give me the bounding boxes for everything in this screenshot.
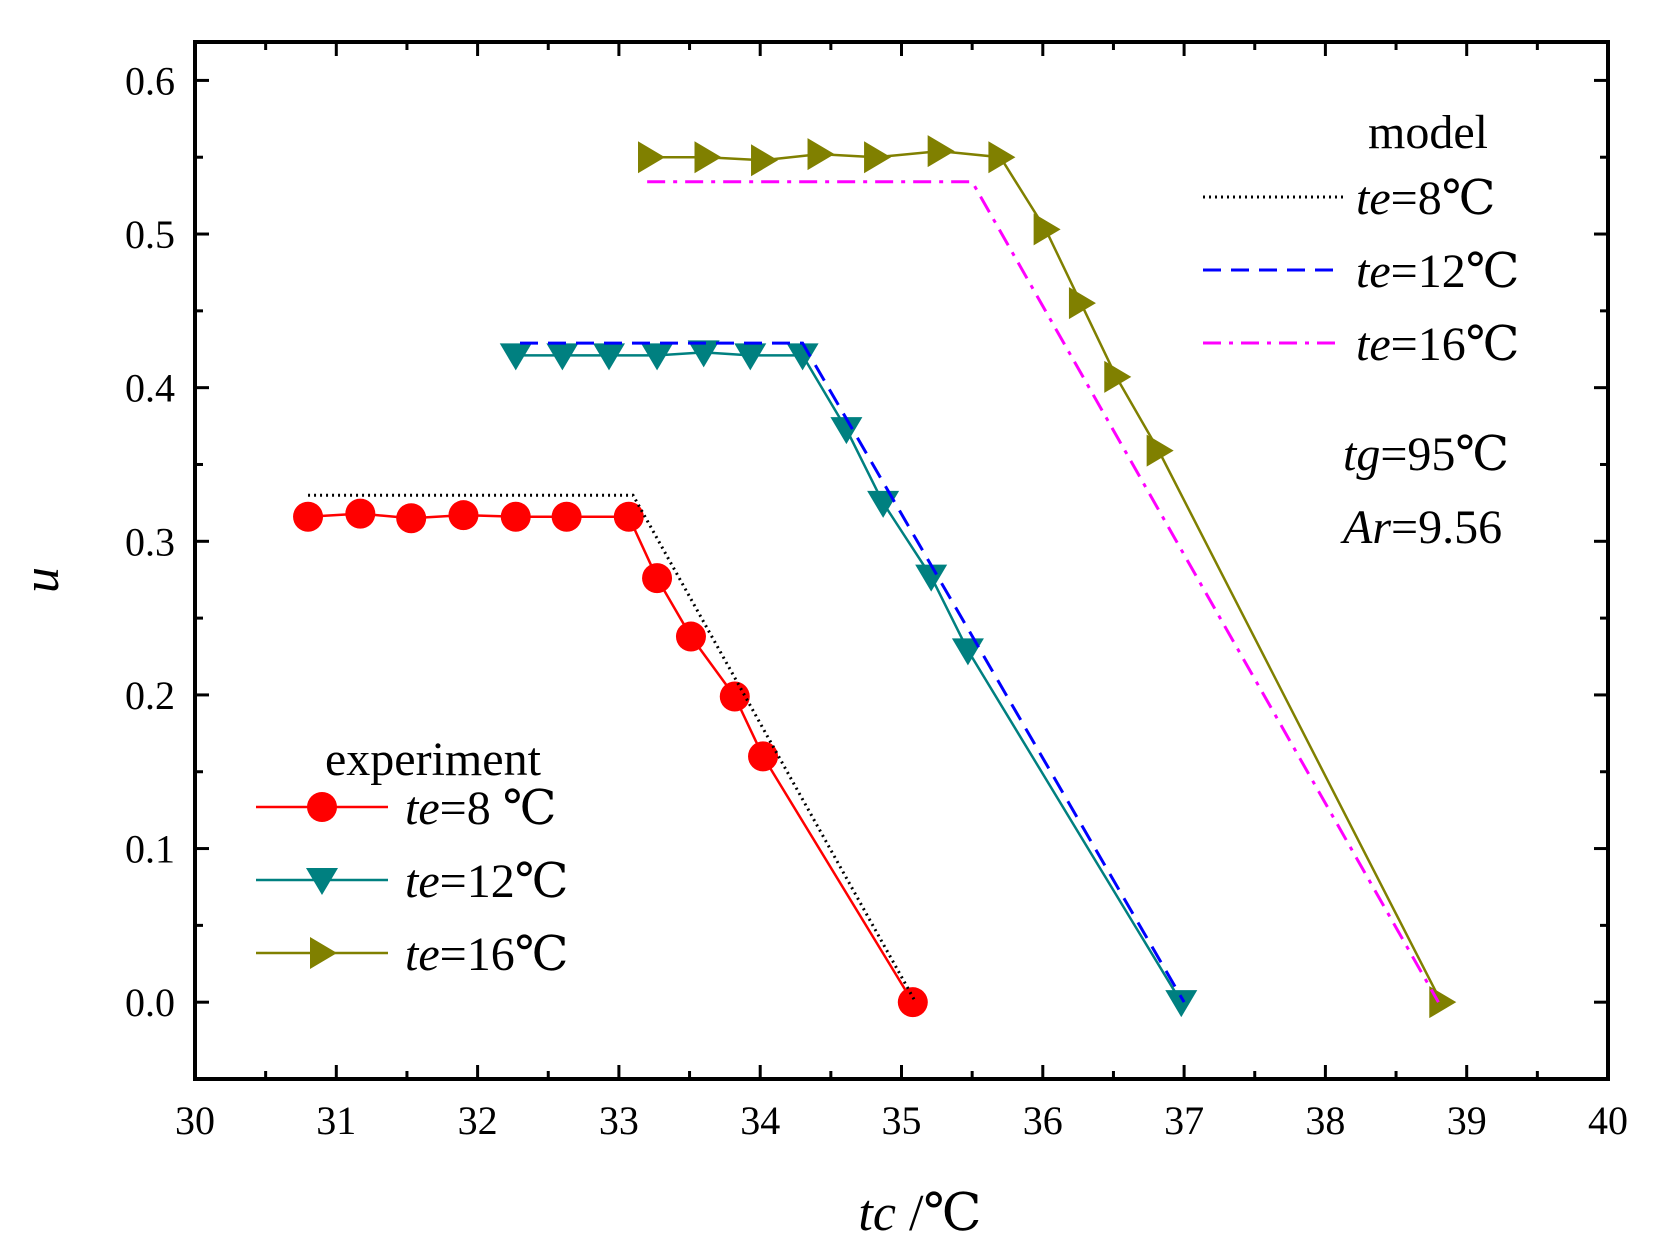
x-tick-label: 30 (175, 1098, 215, 1143)
data-point (864, 141, 892, 174)
y-tick-label: 0.1 (125, 827, 175, 872)
legend-label: te=16℃ (1356, 318, 1519, 371)
experiment-legend-entry: te=16℃ (256, 928, 568, 981)
experiment-legend-entry: te=8 ℃ (256, 782, 556, 835)
y-tick-label: 0.2 (125, 673, 175, 718)
model-legend-entry: te=16℃ (1203, 318, 1519, 371)
model-legend: model te=8℃ te=12℃ te=16℃ tg=95℃ Ar=9.56 (1203, 106, 1519, 554)
data-point (748, 741, 779, 772)
series-layer (293, 135, 1457, 1019)
x-tick-label: 39 (1447, 1098, 1487, 1143)
experiment-legend-title: experiment (325, 733, 542, 786)
data-point (751, 144, 779, 177)
data-point (867, 490, 900, 518)
series-line (647, 180, 1440, 1003)
experiment-series-2 (637, 135, 1457, 1019)
data-point (719, 681, 750, 712)
experiment-series-1 (499, 340, 1198, 1018)
data-point (951, 638, 984, 666)
series-line (649, 149, 1443, 1003)
experiment-series-0 (293, 498, 928, 1018)
legend-label: te=12℃ (1356, 245, 1519, 298)
x-tick-label: 35 (882, 1098, 922, 1143)
x-tick-label: 38 (1305, 1098, 1345, 1143)
data-point (641, 343, 674, 371)
data-point (988, 141, 1016, 174)
series-line (308, 493, 917, 1003)
annotation-tg: tg=95℃ (1343, 428, 1509, 481)
model-series-4 (519, 341, 1186, 1003)
y-axis-title: u (13, 567, 70, 593)
x-axis-title: tc /℃ (858, 1185, 981, 1242)
legend-marker (307, 792, 337, 822)
legend-label: te=8℃ (1356, 172, 1495, 225)
data-point (915, 564, 948, 592)
model-legend-entry: te=8℃ (1203, 172, 1495, 225)
y-tick-label: 0.4 (125, 366, 175, 411)
data-point (786, 343, 819, 371)
model-series-3 (308, 493, 917, 1003)
x-tick-label: 32 (458, 1098, 498, 1143)
data-point (1033, 213, 1061, 246)
data-point (1068, 287, 1096, 320)
legend-label: te=16℃ (405, 928, 568, 981)
x-tick-label: 37 (1164, 1098, 1204, 1143)
y-tick-label: 0.6 (125, 58, 175, 103)
data-point (807, 138, 835, 171)
series-line (515, 351, 1183, 1003)
data-point (637, 141, 665, 174)
model-legend-title: model (1368, 106, 1488, 159)
annotation-ar: Ar=9.56 (1340, 501, 1502, 554)
data-point (1429, 986, 1457, 1019)
experiment-legend-entry: te=12℃ (256, 855, 568, 908)
y-tick-label: 0.0 (125, 980, 175, 1025)
data-point (687, 340, 720, 368)
legend-label: te=12℃ (405, 855, 568, 908)
x-tick-label: 33 (599, 1098, 639, 1143)
legend-label: te=8 ℃ (405, 782, 556, 835)
x-tick-label: 36 (1023, 1098, 1063, 1143)
data-point (897, 987, 928, 1018)
tick-labels: 30 31 32 33 34 35 36 37 38 39 40 0.0 0.1 0.2 0.3 0.4 0.5… (125, 58, 1628, 1143)
data-point (1104, 360, 1132, 393)
x-tick-label: 34 (740, 1098, 780, 1143)
data-point (1146, 434, 1174, 467)
data-point (546, 343, 579, 371)
data-point (293, 501, 324, 532)
model-series-5 (647, 180, 1440, 1003)
series-line (519, 341, 1186, 1003)
data-point (675, 621, 706, 652)
data-point (642, 563, 673, 594)
data-point (345, 498, 376, 529)
y-tick-label: 0.5 (125, 212, 175, 257)
data-point (396, 503, 427, 534)
x-tick-label: 31 (316, 1098, 356, 1143)
data-point (448, 500, 479, 531)
legend-marker (310, 937, 337, 969)
data-point (551, 501, 582, 532)
data-point (1165, 990, 1198, 1018)
data-point (927, 135, 955, 168)
y-tick-label: 0.3 (125, 519, 175, 564)
data-point (593, 343, 626, 371)
data-point (613, 501, 644, 532)
plot-frame (193, 40, 1610, 1081)
data-point (500, 501, 531, 532)
data-point (499, 343, 532, 371)
data-point (694, 141, 722, 174)
data-point (734, 343, 767, 371)
data-point (830, 417, 863, 445)
x-tick-label: 40 (1588, 1098, 1628, 1143)
experiment-legend: experiment te=8 ℃ te=12℃ te=16℃ (256, 733, 568, 981)
model-legend-entry: te=12℃ (1203, 245, 1519, 298)
legend-marker (306, 868, 338, 895)
